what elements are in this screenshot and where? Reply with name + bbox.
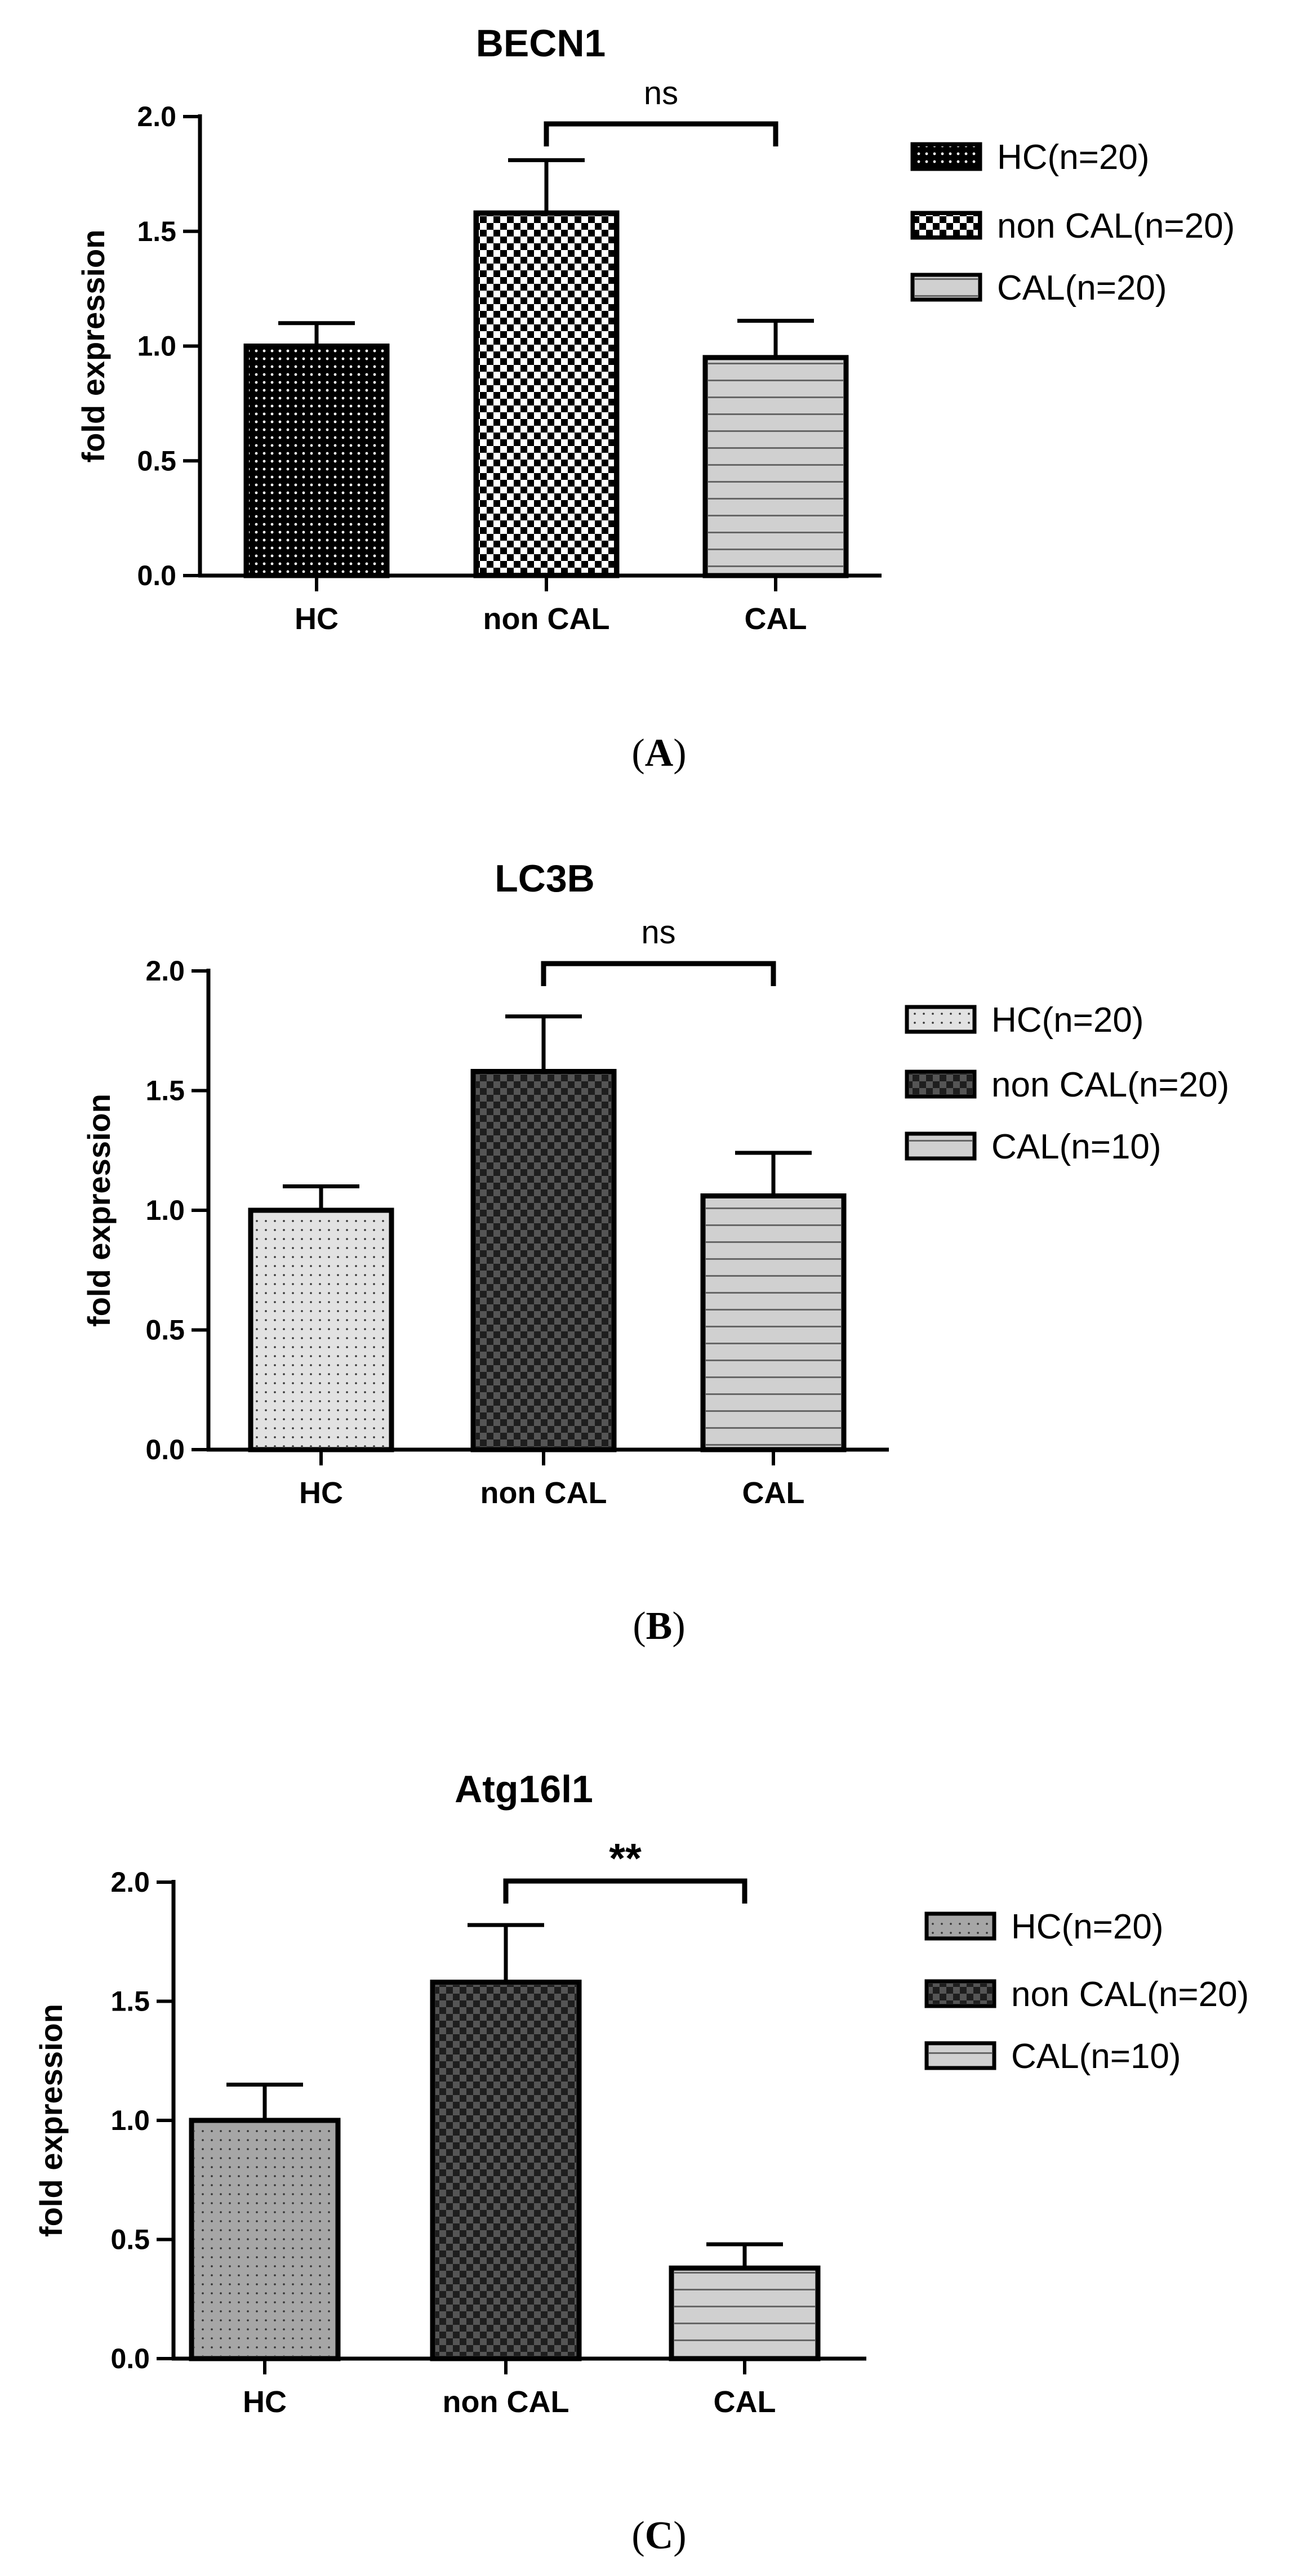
legend-label: CAL(n=20) xyxy=(997,269,1167,307)
legend-label: HC(n=20) xyxy=(997,138,1150,177)
y-tick-label: 0.0 xyxy=(110,2343,150,2374)
chart-title: LC3B xyxy=(495,857,595,900)
y-tick-label: 1.5 xyxy=(110,1986,150,2017)
x-tick-label: CAL xyxy=(745,602,807,636)
legend-swatch-pattern xyxy=(929,1916,992,1936)
legend-label: non CAL(n=20) xyxy=(1011,1975,1249,2014)
bar-pattern xyxy=(253,1213,389,1447)
bar-pattern xyxy=(674,2271,815,2356)
panel-c: Atg16l1 fold expression 0.0 0.5 1.0 1.5 2.0 HC n… xyxy=(33,1768,1249,2557)
y-tick-label: 1.0 xyxy=(145,1195,185,1226)
y-tick-label: 2.0 xyxy=(145,955,185,987)
legend-label: non CAL(n=20) xyxy=(997,207,1235,246)
panel-label: (A) xyxy=(631,732,686,775)
bar-pattern xyxy=(476,1074,611,1447)
legend-swatch-pattern xyxy=(915,215,978,235)
significance-label: ns xyxy=(644,75,678,112)
panel-label: (C) xyxy=(631,2514,686,2557)
significance-bracket xyxy=(544,121,778,146)
x-tick-label: HC xyxy=(295,602,339,636)
y-tick-label: 0.0 xyxy=(145,1434,185,1465)
x-tick-label: non CAL xyxy=(480,1476,607,1510)
bar-pattern xyxy=(708,360,843,573)
y-tick-label: 1.0 xyxy=(137,331,176,362)
legend-swatch-pattern xyxy=(915,146,978,167)
legend-swatch-pattern xyxy=(909,1074,972,1094)
y-tick-label: 0.0 xyxy=(137,560,176,591)
bar-pattern xyxy=(435,1985,576,2356)
bar-pattern xyxy=(706,1198,841,1447)
legend-label: CAL(n=10) xyxy=(1011,2037,1181,2076)
legend-swatch-pattern xyxy=(929,2045,992,2066)
x-tick-label: non CAL xyxy=(483,602,610,636)
y-tick-label: 0.5 xyxy=(110,2224,150,2256)
legend-label: non CAL(n=20) xyxy=(991,1066,1229,1104)
x-tick-label: non CAL xyxy=(443,2385,569,2419)
y-tick-label: 2.0 xyxy=(137,101,176,132)
y-tick-label: 1.0 xyxy=(110,2105,150,2136)
bar-pattern xyxy=(249,349,384,573)
legend-label: CAL(n=10) xyxy=(991,1127,1162,1166)
y-tick-label: 2.0 xyxy=(110,1866,150,1898)
y-tick-label: 1.5 xyxy=(145,1075,185,1107)
bar-pattern xyxy=(194,2123,335,2356)
y-tick-label: 0.5 xyxy=(145,1314,185,1346)
y-tick-label: 0.5 xyxy=(137,445,176,476)
x-tick-label: CAL xyxy=(714,2385,776,2419)
legend-swatch-pattern xyxy=(915,277,978,297)
legend-label: HC(n=20) xyxy=(1011,1908,1164,1946)
significance-label: ** xyxy=(609,1835,642,1882)
bar-pattern xyxy=(479,216,614,573)
legend-swatch-pattern xyxy=(909,1009,972,1029)
x-tick-label: HC xyxy=(299,1476,343,1510)
chart-title: BECN1 xyxy=(476,22,606,65)
significance-bracket xyxy=(541,961,776,986)
panel-b: LC3B fold expression 0.0 0.5 1.0 1.5 2.0 HC non … xyxy=(81,857,1229,1648)
significance-label: ns xyxy=(641,914,675,951)
panel-label: (B) xyxy=(633,1605,685,1648)
legend-label: HC(n=20) xyxy=(991,1001,1144,1040)
legend-swatch-pattern xyxy=(929,1984,992,2004)
y-axis-label: fold expression xyxy=(33,2004,69,2237)
x-tick-label: CAL xyxy=(742,1476,805,1510)
significance-bracket xyxy=(503,1878,747,1904)
y-axis-label: fold expression xyxy=(75,230,111,463)
y-axis-label: fold expression xyxy=(81,1094,117,1327)
panel-a: BECN1 fold expression 0.0 0.5 1.0 1.5 2.0 HC non… xyxy=(75,22,1235,775)
legend-swatch-pattern xyxy=(909,1136,972,1156)
x-tick-label: HC xyxy=(243,2385,287,2419)
chart-title: Atg16l1 xyxy=(455,1768,593,1811)
y-tick-label: 1.5 xyxy=(137,216,176,247)
